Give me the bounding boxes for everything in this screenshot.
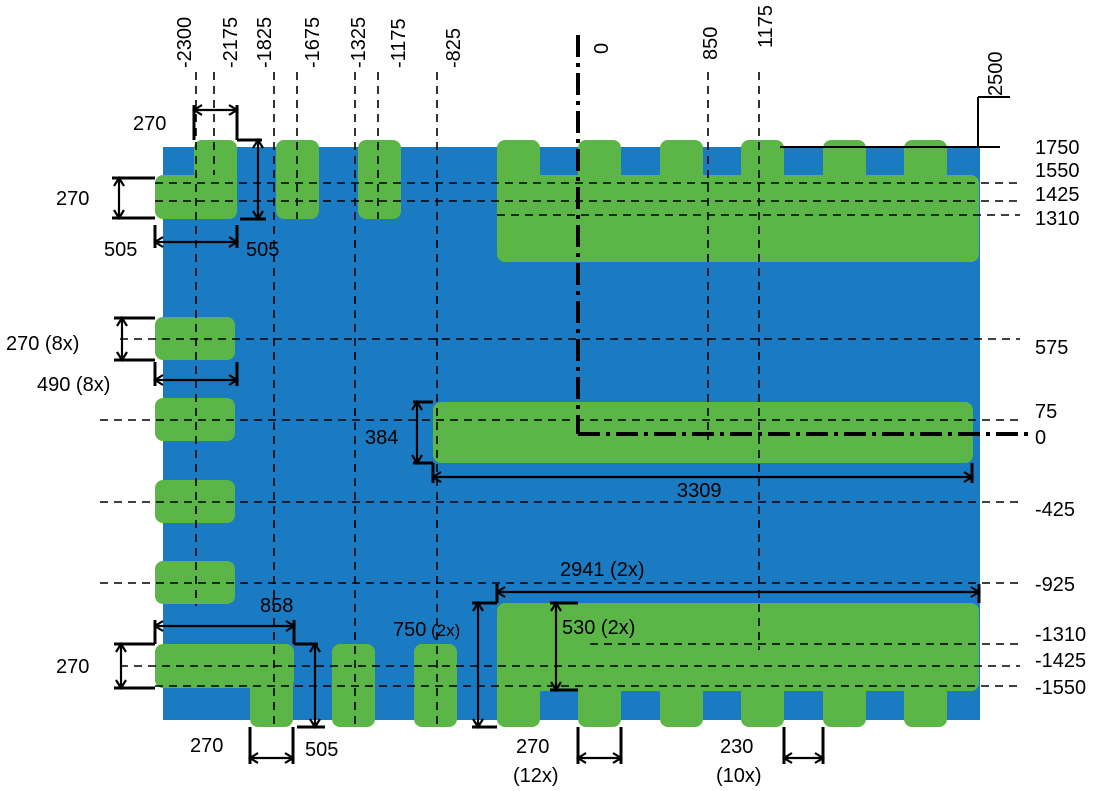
dim-big-block-height	[472, 600, 497, 730]
top-label: 0	[591, 43, 613, 54]
dimension-labels: 270 270 505 505 270 (8x) 490 (8x) 384 33…	[6, 113, 762, 787]
dim-label-left-pad-width: 490 (8x)	[37, 374, 110, 396]
right-label: -925	[1035, 574, 1075, 596]
right-label: 1750	[1035, 137, 1080, 159]
dim-bottom-tab-width	[247, 727, 296, 764]
dim-label-top-left-width-b: 505	[246, 239, 279, 261]
top-label: 2500	[985, 52, 1007, 97]
right-label: -1550	[1035, 677, 1086, 699]
top-coordinate-labels: -2300 -2175 -1825 -1675 -1325 -1175 -825…	[174, 5, 1007, 96]
top-label: -1325	[348, 17, 370, 68]
top-label: -1175	[388, 18, 410, 68]
right-label: 575	[1035, 337, 1068, 359]
dim-top-left-vertical	[240, 137, 266, 222]
top-label: -2300	[174, 17, 196, 68]
right-label: 1425	[1035, 184, 1080, 206]
dim-label-bottom-left-height: 270	[56, 656, 89, 678]
dim-left-pad-height	[114, 315, 155, 363]
dim-label-big-block-height: 750	[393, 619, 426, 641]
right-label: -1425	[1035, 650, 1086, 672]
dim-label-top-left-width-a: 505	[104, 239, 137, 261]
top-label: -825	[443, 28, 465, 68]
dim-label-big-block-inner: 530 (2x)	[562, 617, 635, 639]
dim-center-bar-height	[411, 399, 433, 466]
right-coordinate-labels: 1750 1550 1425 1310 575 75 0 -425 -925 -…	[1035, 137, 1086, 699]
dim-label-big-block-height-mult: (2x)	[431, 621, 460, 640]
right-label: 1310	[1035, 208, 1080, 230]
dim-big-block-width	[494, 584, 982, 603]
top-label: -1675	[302, 17, 324, 68]
dim-top-left-pad-width	[191, 104, 262, 142]
right-label: -1310	[1035, 624, 1086, 646]
dim-bottom-tab-12x	[575, 727, 624, 764]
dim-label-top-left-pad-width: 270	[133, 113, 166, 135]
origin-axes	[576, 35, 1030, 436]
dim-label-top-left-height: 270	[56, 188, 89, 210]
dim-left-pad-width	[152, 362, 240, 386]
dim-top-left-width	[152, 225, 240, 248]
dim-label-bottom-left-width: 858	[260, 595, 293, 617]
dim-center-bar-width	[430, 463, 975, 483]
right-label: 75	[1035, 401, 1057, 423]
dim-label-bottom-gap-width: 230	[720, 736, 753, 758]
dim-top-left-height	[112, 175, 155, 221]
dim-bottom-gap	[781, 727, 826, 764]
vertical-guides	[195, 72, 760, 730]
top-label: -1825	[254, 17, 276, 68]
dim-label-left-pad-height: 270 (8x)	[6, 333, 79, 355]
dim-bottom-left-height	[114, 641, 155, 691]
dim-bottom-vertical	[297, 641, 325, 730]
top-label: -2175	[220, 17, 242, 68]
top-left-pad	[155, 175, 237, 219]
dim-label-bottom-tab-count: (12x)	[513, 765, 559, 787]
horizontal-guides	[100, 182, 1020, 687]
dim-label-bottom-tab-width: 270	[190, 735, 223, 757]
right-label: -425	[1035, 499, 1075, 521]
dim-label-bottom-tab-270: 270	[516, 736, 549, 758]
dim-label-center-bar-width: 3309	[677, 480, 722, 502]
right-label: 0	[1035, 427, 1046, 449]
dim-label-center-bar-height: 384	[365, 427, 398, 449]
dim-big-block-inner	[550, 600, 578, 693]
solid-references	[780, 96, 1010, 148]
dim-label-bottom-gap-count: (10x)	[716, 765, 762, 787]
bottom-right-block	[497, 603, 979, 727]
right-label: 1550	[1035, 160, 1080, 182]
top-label: 1175	[755, 5, 777, 48]
top-label: 850	[700, 27, 722, 60]
top-right-block	[497, 140, 979, 262]
dim-label-big-block-width: 2941 (2x)	[560, 559, 645, 581]
dim-label-bottom-width-505: 505	[305, 739, 338, 761]
